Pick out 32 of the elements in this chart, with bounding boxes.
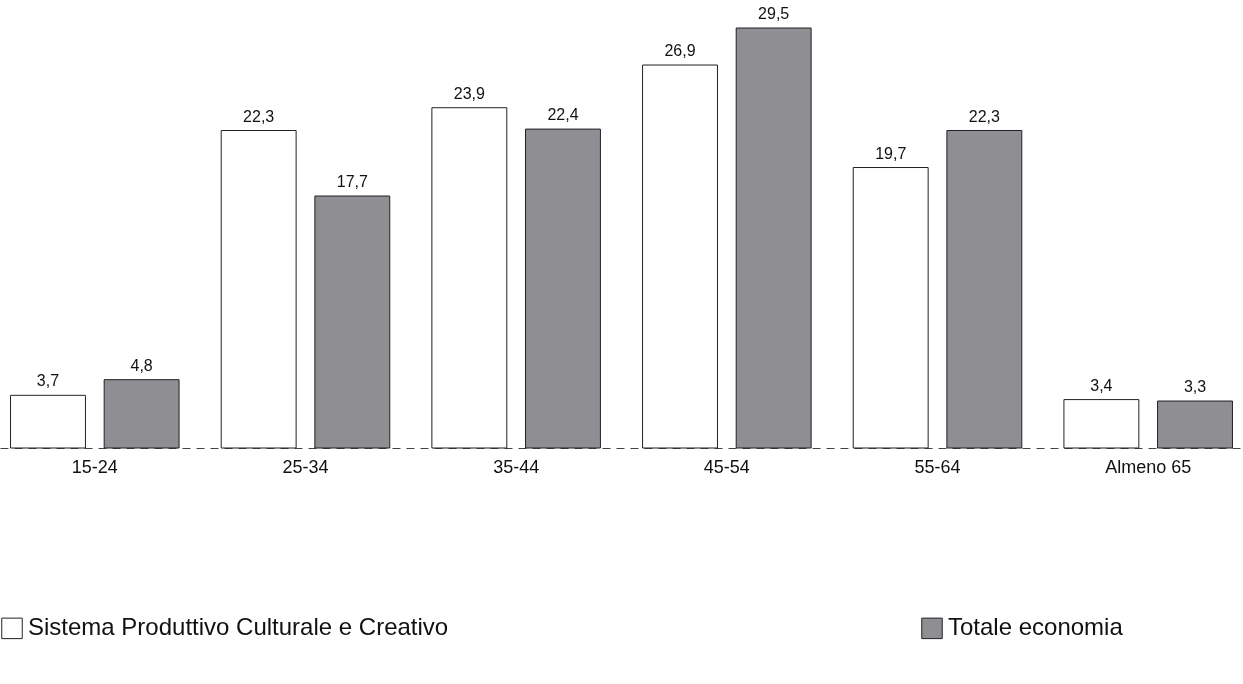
data-label: 17,7 <box>336 173 368 190</box>
data-label: 4,8 <box>130 356 153 374</box>
bar <box>946 130 1023 449</box>
data-label: 22,3 <box>968 107 1001 125</box>
bar <box>314 195 391 449</box>
x-tick-label: 25-34 <box>282 456 329 477</box>
bar <box>220 130 297 449</box>
data-label: 23,9 <box>453 84 486 102</box>
x-tick-label: 35-44 <box>493 456 540 477</box>
bar <box>642 64 718 449</box>
x-tick-label: 55-64 <box>914 456 961 477</box>
bar <box>852 167 929 449</box>
bar <box>1063 399 1140 449</box>
data-label: 3,4 <box>1090 376 1113 394</box>
data-label: 22,3 <box>243 107 275 125</box>
data-label: 22,4 <box>547 106 579 124</box>
bar <box>431 107 508 449</box>
bar <box>103 379 180 449</box>
legend-label: Totale economia <box>948 613 1124 641</box>
data-label: 3,7 <box>36 372 60 390</box>
data-label: 29,5 <box>758 5 790 22</box>
x-tick-label: 15-24 <box>71 456 118 477</box>
data-label: 19,7 <box>875 144 907 162</box>
x-tick-label: 45-54 <box>703 456 750 477</box>
data-label: 3,3 <box>1183 378 1207 396</box>
data-label: 26,9 <box>664 42 696 60</box>
legend-label: Sistema Produttivo Culturale e Creativo <box>28 613 449 641</box>
bar <box>525 128 601 449</box>
bar <box>10 394 86 449</box>
x-tick-label: Almeno 65 <box>1105 456 1192 477</box>
bar <box>735 27 812 449</box>
bar <box>1157 400 1233 449</box>
